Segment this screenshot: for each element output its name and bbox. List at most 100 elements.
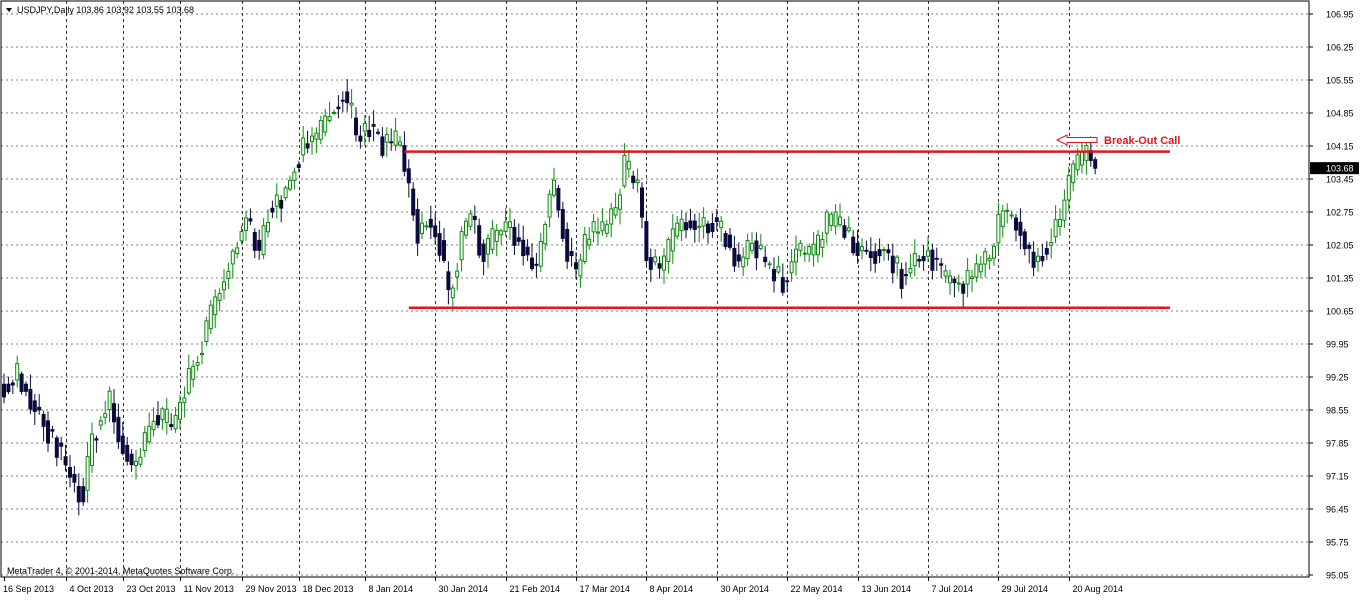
- candle: [789, 249, 794, 282]
- candle: [424, 220, 429, 231]
- candle-body: [961, 283, 966, 294]
- copyright-text: MetaTrader 4, © 2001-2014, MetaQuotes So…: [7, 566, 234, 576]
- candle-body: [173, 415, 178, 430]
- candle: [736, 242, 741, 268]
- candle: [15, 355, 20, 388]
- candle: [600, 208, 605, 236]
- candle: [85, 441, 90, 503]
- candle: [794, 235, 798, 276]
- candle-body: [10, 382, 15, 386]
- candle: [631, 170, 636, 190]
- x-tick-label: 7 Jul 2014: [932, 584, 974, 594]
- candle: [618, 188, 622, 225]
- candle-body: [437, 233, 442, 256]
- candle: [248, 208, 253, 225]
- candle-body: [503, 221, 508, 232]
- candle-body: [90, 433, 94, 466]
- candle: [380, 127, 385, 158]
- candle-body: [855, 242, 860, 256]
- candle-body: [886, 249, 891, 254]
- candle-body: [442, 240, 446, 261]
- candle-body: [15, 363, 20, 381]
- candle: [706, 220, 710, 244]
- candle-body: [697, 225, 702, 228]
- candle: [591, 214, 596, 243]
- x-tick-label: 20 Aug 2014: [1073, 584, 1124, 594]
- candle-body: [921, 256, 926, 262]
- candle-body: [354, 117, 358, 136]
- y-tick-label: 103.45: [1326, 175, 1354, 185]
- candle: [98, 415, 103, 431]
- candle: [208, 299, 213, 334]
- y-tick-label: 97.85: [1326, 439, 1349, 449]
- candle: [754, 232, 759, 271]
- candle-body: [244, 217, 248, 231]
- candle-body: [486, 238, 490, 255]
- level-lines[interactable]: [404, 150, 1170, 309]
- candle: [609, 202, 614, 238]
- candle-body: [362, 123, 367, 132]
- price-axis[interactable]: 106.95 106.25 105.55 104.85 104.15 103.45 102.…: [1309, 10, 1359, 581]
- candle-body: [477, 225, 482, 256]
- candle: [200, 341, 204, 365]
- candle: [455, 262, 460, 291]
- candle-body: [714, 217, 719, 223]
- candle: [578, 253, 583, 288]
- candle: [816, 229, 820, 263]
- candle: [974, 254, 979, 283]
- candle: [257, 229, 262, 260]
- candle: [310, 127, 314, 155]
- candle-body: [974, 263, 979, 278]
- candle: [679, 209, 684, 242]
- candle-body: [50, 429, 55, 432]
- candle-body: [371, 124, 376, 127]
- candle: [877, 238, 882, 264]
- candle: [917, 255, 922, 268]
- candle: [406, 159, 411, 198]
- candle-body: [547, 193, 552, 218]
- candle: [279, 195, 284, 223]
- y-tick-label: 95.05: [1326, 571, 1349, 581]
- candle: [846, 216, 851, 233]
- candle: [987, 254, 992, 270]
- candle-body: [459, 231, 464, 261]
- symbol-info: USDJPY,Daily 103.86 103.92 103.55 103.68: [17, 5, 194, 15]
- candle-body: [200, 352, 204, 355]
- candle: [376, 128, 380, 136]
- candle-body: [688, 220, 693, 229]
- candle: [961, 280, 966, 308]
- candle-body: [63, 456, 68, 466]
- y-tick-label: 96.45: [1326, 505, 1349, 515]
- candle-body: [301, 137, 306, 156]
- candle: [420, 212, 424, 240]
- candle-body: [618, 194, 622, 210]
- time-axis[interactable]: 16 Sep 2013 4 Oct 2013 23 Oct 2013 11 Nov 2…: [3, 577, 1123, 594]
- candle-body: [292, 171, 297, 181]
- candle: [556, 184, 561, 218]
- candle: [230, 248, 235, 278]
- candle: [235, 241, 240, 259]
- y-tick-label: 98.55: [1326, 406, 1349, 416]
- candle-body: [257, 239, 262, 251]
- candle: [868, 237, 873, 272]
- candle: [217, 288, 222, 312]
- candle-body: [28, 388, 33, 410]
- candle: [899, 262, 904, 299]
- candle: [886, 244, 891, 261]
- candle-body: [116, 416, 121, 443]
- candle-body: [406, 168, 411, 184]
- candle: [772, 257, 776, 293]
- candle-body: [134, 460, 138, 467]
- current-price-tag: [1310, 162, 1359, 175]
- break-out-annotation[interactable]: Break-Out Call: [1055, 134, 1180, 147]
- y-tick-label: 97.15: [1326, 472, 1349, 482]
- candle-body: [785, 280, 790, 283]
- candle: [182, 386, 187, 418]
- candle: [94, 435, 99, 453]
- candle-body: [420, 222, 424, 235]
- triangle-down-icon[interactable]: [6, 8, 12, 12]
- x-tick-label: 8 Jan 2014: [369, 584, 414, 594]
- candle: [648, 248, 653, 283]
